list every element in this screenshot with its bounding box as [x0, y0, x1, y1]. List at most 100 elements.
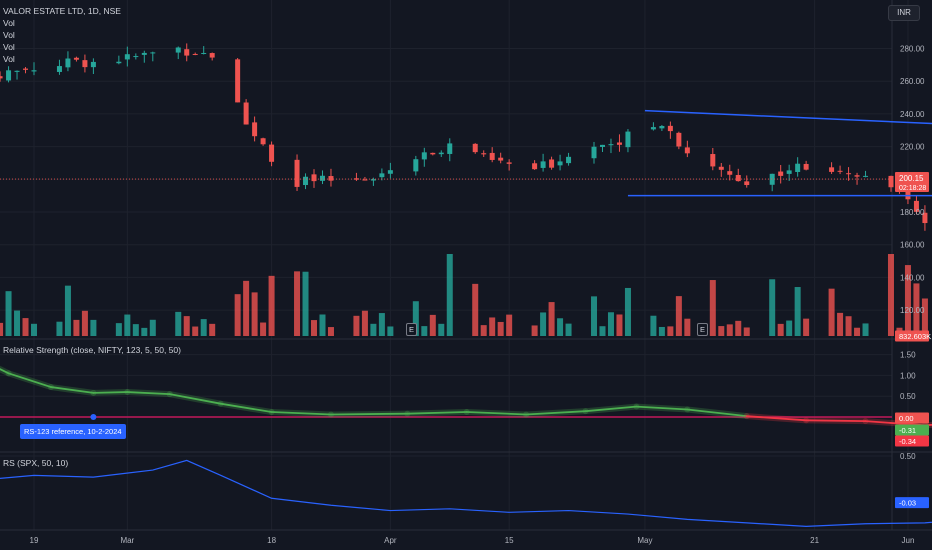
volume-bar	[14, 310, 21, 336]
volume-bar	[658, 326, 665, 336]
spx-panel-legend[interactable]: RS (SPX, 50, 10)	[3, 458, 69, 468]
volume-bar	[548, 302, 555, 336]
rs-value-2: -0.34	[899, 437, 916, 446]
volume-bar	[378, 313, 385, 336]
volume-bar	[743, 327, 750, 336]
candle-body	[73, 57, 79, 60]
candle-body	[591, 146, 597, 159]
trendline-1	[644, 109, 932, 125]
volume-bar	[565, 323, 572, 336]
volume-bar	[387, 326, 394, 336]
axis-labels: 19Mar18Apr15May21Jun18Jul15Aug19Sep16Oct…	[30, 45, 932, 546]
volume-bar	[132, 324, 139, 336]
rs-value-2-bg	[895, 435, 929, 447]
volume-bars	[0, 254, 928, 336]
candle-body	[472, 143, 478, 153]
volume-bar	[735, 320, 742, 336]
candle-body	[133, 56, 139, 58]
candle-body	[447, 143, 453, 154]
rs-segment	[330, 412, 409, 416]
volume-bar	[311, 320, 318, 336]
candle-body	[319, 175, 325, 181]
volume-bar	[438, 323, 445, 336]
candle-body	[23, 68, 29, 70]
volume-bar	[192, 326, 199, 336]
candle-body	[116, 61, 122, 64]
earnings-marker-1[interactable]: E	[406, 323, 417, 336]
volume-bar	[73, 319, 80, 336]
candle-body	[328, 176, 334, 181]
volume-bar	[64, 285, 71, 336]
earnings-marker-2[interactable]: E	[697, 323, 708, 336]
volume-bar	[904, 265, 911, 336]
rs-segment	[635, 405, 689, 411]
rs-tick-label: 0.50	[900, 392, 916, 401]
legend-vol-2[interactable]: Vol	[3, 30, 15, 40]
volume-bar	[718, 326, 725, 336]
rs-panel-legend[interactable]: Relative Strength (close, NIFTY, 123, 5,…	[3, 345, 181, 355]
rs-segment	[745, 415, 808, 422]
legend-vol-1[interactable]: Vol	[3, 18, 15, 28]
rs-zero-value: 0.00	[899, 414, 914, 423]
volume-bar	[506, 314, 513, 336]
volume-value-label-bg	[895, 330, 929, 342]
candle-body	[557, 161, 563, 166]
rs-segment	[465, 411, 528, 416]
candlesticks	[0, 43, 928, 231]
candle-body	[294, 159, 300, 187]
candle-body	[481, 153, 487, 155]
volume-bar	[480, 325, 487, 336]
rs-spx-line	[0, 459, 932, 528]
volume-bar	[302, 271, 309, 336]
candle-body	[744, 181, 750, 186]
price-tick-label: 240.00	[900, 110, 925, 119]
candle-body	[353, 178, 359, 180]
candle-body	[676, 132, 682, 147]
legend-vol-3[interactable]: Vol	[3, 42, 15, 52]
candle-body	[498, 157, 504, 161]
rs-tick-label: 1.00	[900, 371, 916, 380]
volume-bar	[175, 311, 182, 336]
volume-bar	[141, 327, 148, 336]
price-tick-label: 260.00	[900, 77, 925, 86]
candle-body	[6, 70, 12, 81]
price-tick-label: 180.00	[900, 208, 925, 217]
candle-body	[124, 54, 130, 60]
candle-body	[837, 170, 843, 172]
candle-body	[863, 175, 869, 177]
last-price-badge-bg	[895, 172, 929, 193]
candle-body	[150, 52, 156, 54]
volume-bar	[268, 275, 275, 336]
candle-body	[489, 152, 495, 160]
candle-body	[387, 170, 393, 174]
rs-segment	[805, 419, 867, 423]
x-tick-label: Apr	[384, 536, 397, 545]
volume-bar	[22, 318, 29, 336]
volume-bar	[361, 310, 368, 336]
candle-body	[201, 52, 207, 54]
volume-bar	[243, 280, 250, 336]
volume-bar	[650, 315, 657, 336]
rs-segment	[126, 391, 171, 396]
volume-bar	[624, 287, 631, 336]
trendlines[interactable]	[627, 109, 932, 197]
candle-body	[192, 53, 198, 55]
candle-body	[82, 60, 88, 68]
candle-body	[888, 175, 894, 188]
candle-body	[532, 163, 538, 170]
rs-segment	[168, 393, 222, 405]
spx-value-label-bg	[895, 497, 929, 509]
volume-bar	[862, 323, 869, 336]
candle-body	[616, 142, 622, 145]
volume-bar	[684, 318, 691, 336]
volume-bar	[913, 283, 920, 336]
volume-bar	[726, 324, 733, 336]
candle-body	[370, 179, 376, 181]
legend-vol-4[interactable]: Vol	[3, 54, 15, 64]
candle-body	[260, 138, 266, 145]
currency-badge[interactable]: INR	[888, 5, 920, 21]
candle-body	[14, 70, 20, 72]
spx-tick-label: 0.50	[900, 452, 916, 461]
volume-bar	[412, 301, 419, 336]
